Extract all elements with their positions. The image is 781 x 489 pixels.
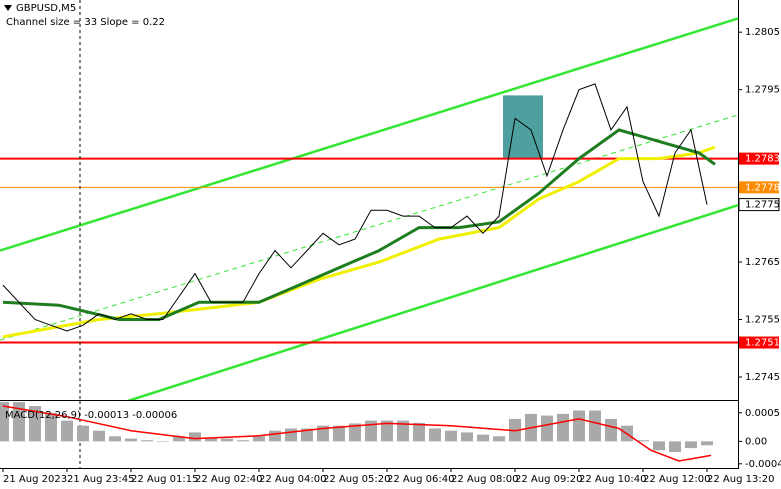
x-tick-label: 22 Aug 01:15 xyxy=(131,474,198,485)
y-tick-label: 1.2745 xyxy=(745,372,780,383)
y-tick-label: 1.2795 xyxy=(745,85,780,96)
macd-title: MACD(12,26,9) -0.00013 -0.00006 xyxy=(5,410,177,421)
x-tick-label: 22 Aug 05:20 xyxy=(323,474,390,485)
x-tick-label: 21 Aug 23:45 xyxy=(67,474,134,485)
x-tick-label: 21 Aug 2023 xyxy=(3,474,67,485)
macd-bar xyxy=(29,406,41,442)
macd-bar xyxy=(669,441,681,453)
macd-bar xyxy=(461,432,473,442)
y-tick-label: 1.2765 xyxy=(745,257,780,268)
macd-bar xyxy=(477,434,489,442)
level-label: 1.2751 xyxy=(745,338,780,349)
macd-bar xyxy=(493,436,505,442)
macd-y-tick-label: -0.0004 xyxy=(745,459,781,470)
macd-bar xyxy=(541,415,553,442)
macd-bar xyxy=(205,437,217,442)
channel-line xyxy=(0,17,738,252)
macd-y-tick-label: 0.00 xyxy=(745,436,767,447)
current-price-label: 1.2775 xyxy=(745,200,780,211)
macd-bar xyxy=(701,441,713,446)
macd-bar xyxy=(397,420,409,442)
y-tick-label: 1.2755 xyxy=(745,315,780,326)
macd-panel xyxy=(0,401,713,468)
macd-bar xyxy=(0,402,9,442)
chart-subtitle: Channel size = 33 Slope = 0.22 xyxy=(6,17,165,28)
macd-bar xyxy=(429,428,441,442)
level-label-box xyxy=(739,336,779,349)
x-tick-label: 22 Aug 04:00 xyxy=(259,474,326,485)
level-label-box xyxy=(739,181,779,194)
x-tick-label: 22 Aug 08:00 xyxy=(451,474,518,485)
y-tick-label: 1.2805 xyxy=(745,27,780,38)
macd-bar xyxy=(45,412,57,442)
macd-bar xyxy=(61,420,73,442)
x-tick-label: 22 Aug 10:40 xyxy=(579,474,646,485)
macd-bar xyxy=(557,413,569,442)
macd-bar xyxy=(253,436,265,442)
macd-bar xyxy=(125,438,137,442)
chart-title: GBPUSD,M5 xyxy=(16,3,76,14)
macd-bar xyxy=(237,440,249,442)
macd-signal xyxy=(2,405,712,462)
macd-bar xyxy=(221,438,233,442)
macd-bar xyxy=(285,428,297,442)
level-label-box xyxy=(739,152,779,165)
x-tick-label: 22 Aug 02:40 xyxy=(195,474,262,485)
macd-bar xyxy=(685,441,697,449)
macd-bar xyxy=(381,420,393,442)
macd-bar xyxy=(413,422,425,442)
macd-y-tick-label: 0.00051 xyxy=(745,408,781,419)
macd-bar xyxy=(445,430,457,442)
x-tick-label: 22 Aug 09:20 xyxy=(515,474,582,485)
macd-bar xyxy=(589,410,601,442)
x-tick-label: 22 Aug 12:00 xyxy=(643,474,710,485)
macd-bar xyxy=(653,441,665,451)
overlay: 1.2783 1.2778 1.2751 1.2805 1.2795 1.2765 1.27… xyxy=(2,27,781,485)
macd-bar xyxy=(77,425,89,442)
x-tick-label: 22 Aug 06:40 xyxy=(387,474,454,485)
macd-bar xyxy=(605,418,617,442)
level-label: 1.2778 xyxy=(745,182,780,193)
macd-bar xyxy=(573,410,585,442)
macd-bar xyxy=(349,423,361,442)
macd-bar xyxy=(333,425,345,442)
symbol-icon xyxy=(4,5,12,11)
macd-bar xyxy=(173,436,185,442)
channel-line xyxy=(0,114,738,341)
macd-bar xyxy=(189,432,201,442)
macd-bar xyxy=(157,441,169,442)
price-line xyxy=(2,83,708,332)
macd-bar xyxy=(93,430,105,442)
highlight-zone xyxy=(503,95,543,159)
x-tick-label: 22 Aug 13:20 xyxy=(707,474,774,485)
macd-bar xyxy=(365,420,377,442)
macd-bar xyxy=(13,402,25,442)
channel-line xyxy=(126,204,738,400)
macd-bar xyxy=(301,428,313,442)
level-label: 1.2783 xyxy=(745,154,780,165)
price-panel xyxy=(0,0,738,400)
macd-bar xyxy=(269,430,281,442)
macd-bar xyxy=(109,436,121,442)
macd-bar xyxy=(141,440,153,442)
macd-bar xyxy=(637,440,649,442)
